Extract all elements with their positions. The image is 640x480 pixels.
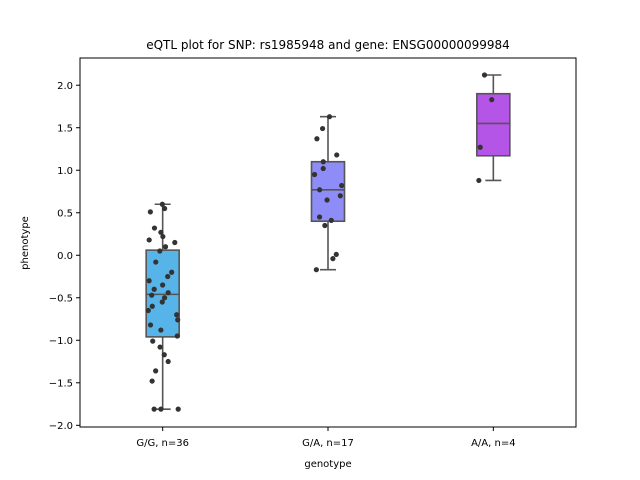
data-point: [149, 378, 155, 384]
x-tick-label: G/A, n=17: [302, 438, 354, 449]
data-point: [161, 352, 167, 358]
data-point: [316, 214, 323, 220]
y-tick-label: −1.5: [49, 378, 73, 389]
box-group: [476, 72, 511, 184]
data-point: [330, 256, 336, 262]
y-tick-label: 2.0: [57, 81, 73, 92]
plot-layer: [145, 72, 511, 412]
data-point: [324, 197, 330, 203]
data-point: [169, 269, 175, 275]
data-point: [322, 222, 328, 229]
data-point: [160, 282, 166, 288]
data-point: [158, 327, 164, 333]
box-group: [310, 114, 346, 273]
box-iqr: [310, 160, 346, 223]
data-point: [328, 217, 334, 223]
data-point: [153, 259, 159, 265]
data-point: [311, 171, 318, 178]
y-tick-label: 1.0: [57, 166, 73, 177]
data-point: [151, 286, 157, 292]
data-point: [159, 201, 165, 207]
data-point: [157, 344, 163, 350]
y-tick-label: −2.0: [49, 421, 73, 432]
x-axis-ticks: G/G, n=36 G/A, n=17 A/A, n=4: [136, 427, 516, 449]
data-point: [161, 295, 168, 301]
y-tick-label: 1.5: [57, 123, 73, 134]
data-point: [162, 205, 168, 212]
y-tick-label: −1.0: [49, 336, 73, 347]
data-point: [337, 193, 343, 199]
x-tick-label: G/G, n=36: [136, 438, 189, 449]
data-point: [162, 244, 169, 250]
data-point: [319, 125, 326, 132]
data-point: [158, 229, 164, 235]
data-point: [172, 239, 178, 246]
data-point: [145, 307, 151, 314]
data-point: [165, 290, 171, 296]
x-tick-label: A/A, n=4: [471, 438, 516, 449]
data-point: [334, 152, 340, 158]
data-point: [175, 317, 181, 323]
data-point: [174, 312, 180, 318]
data-point: [146, 278, 152, 284]
data-point: [160, 233, 166, 240]
data-point: [339, 182, 345, 189]
data-point: [174, 333, 180, 339]
y-axis-label: phenotype: [20, 216, 31, 270]
data-point: [481, 72, 488, 78]
y-axis-ticks: −2.0 −1.5 −1.0 −0.5 0.0 0.5 1.0 1.5 2.0: [49, 81, 80, 432]
data-point: [146, 237, 152, 243]
y-tick-label: −0.5: [49, 293, 73, 304]
data-point: [320, 165, 326, 172]
data-point: [149, 292, 155, 298]
data-point: [477, 144, 483, 150]
data-point: [147, 209, 153, 215]
y-tick-label: 0.5: [57, 208, 73, 219]
data-point: [326, 114, 333, 120]
data-point: [158, 406, 164, 412]
y-tick-label: 0.0: [57, 251, 73, 262]
data-point: [159, 299, 165, 305]
box-group: [145, 201, 181, 412]
data-point: [313, 267, 319, 273]
data-point: [157, 248, 163, 254]
data-point: [314, 136, 320, 142]
data-point: [151, 225, 158, 231]
data-point: [165, 358, 171, 365]
data-point: [151, 406, 157, 412]
box-iqr: [476, 92, 511, 157]
data-point: [333, 251, 339, 258]
data-point: [149, 303, 155, 309]
data-point: [476, 177, 482, 184]
data-point: [320, 159, 326, 165]
data-point: [489, 97, 495, 103]
data-point: [317, 187, 323, 193]
data-point: [165, 273, 171, 280]
x-axis-label: genotype: [304, 459, 351, 470]
data-point: [153, 368, 159, 374]
data-point: [147, 322, 154, 328]
chart-title: eQTL plot for SNP: rs1985948 and gene: E…: [146, 38, 510, 52]
data-point: [175, 406, 181, 412]
data-point: [150, 338, 156, 344]
